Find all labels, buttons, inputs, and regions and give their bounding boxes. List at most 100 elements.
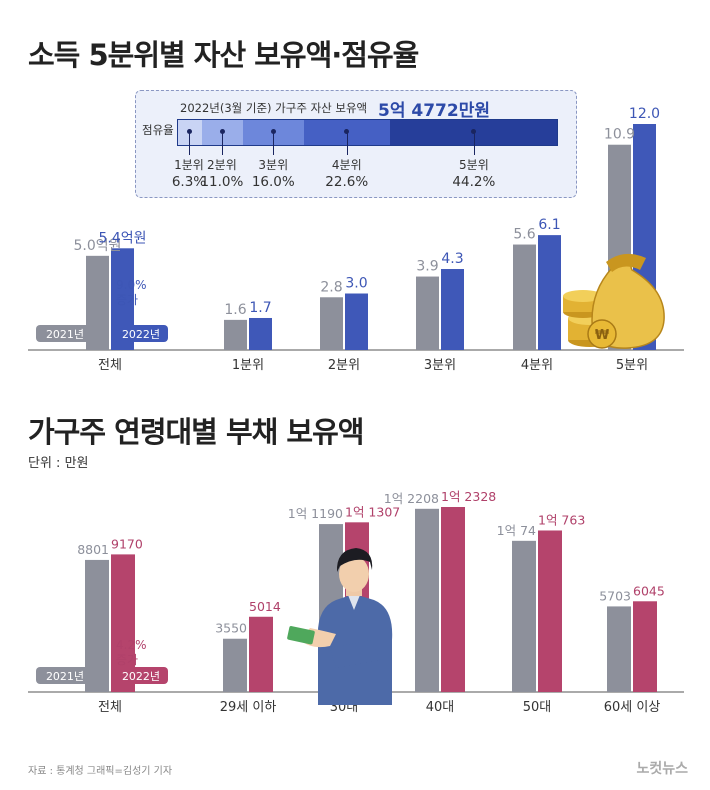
bar-2022 bbox=[441, 269, 464, 350]
value-label-2021: 5.6 bbox=[513, 227, 535, 243]
category-label: 3분위 bbox=[424, 358, 456, 373]
share-percent-label: 22.6% bbox=[325, 174, 369, 190]
category-label: 29세 이하 bbox=[220, 700, 277, 715]
source-credit: 자료 : 통계청 그래픽=김성기 기자 bbox=[28, 766, 173, 777]
share-connector bbox=[273, 133, 275, 155]
share-quintile-label: 4분위 bbox=[331, 158, 362, 172]
category-label: 50대 bbox=[523, 700, 552, 715]
value-label-2022: 1억 763 bbox=[538, 512, 585, 527]
value-label-2022: 4.3 bbox=[441, 251, 463, 267]
share-segment-5 bbox=[389, 120, 557, 145]
category-label: 2분위 bbox=[328, 358, 360, 373]
legend-2021: 2021년 bbox=[36, 667, 94, 684]
category-label: 60세 이상 bbox=[604, 700, 661, 715]
bar-2022 bbox=[441, 507, 465, 692]
value-label-2022: 5014 bbox=[249, 599, 281, 614]
value-label-2021: 1억 74 bbox=[497, 523, 536, 538]
legend-2021-label: 2021년 bbox=[46, 670, 84, 683]
category-label: 전체 bbox=[98, 700, 122, 715]
bar-2022 bbox=[111, 248, 134, 350]
value-label-2022: 1억 1307 bbox=[345, 504, 400, 519]
legend-2022-label: 2022년 bbox=[122, 328, 160, 341]
share-percent-label: 16.0% bbox=[251, 174, 295, 190]
share-quintile-label: 2분위 bbox=[207, 158, 237, 172]
legend-2022-label: 2022년 bbox=[122, 670, 160, 683]
chart-title-debt: 가구주 연령대별 부채 보유액 bbox=[28, 415, 364, 449]
bar-2022 bbox=[345, 522, 369, 692]
bar-2021 bbox=[319, 524, 343, 692]
category-label: 30대 bbox=[330, 700, 359, 715]
change-word: 증가 bbox=[116, 293, 138, 307]
bar-2021 bbox=[415, 508, 439, 692]
value-label-2021: 5.0억원 bbox=[73, 238, 121, 254]
legend-2022: 2022년 bbox=[114, 325, 168, 342]
category-label: 1분위 bbox=[232, 358, 264, 373]
share-connector bbox=[188, 133, 190, 155]
share-dot bbox=[220, 129, 226, 134]
value-label-2021: 1.6 bbox=[224, 302, 246, 318]
share-dot bbox=[470, 129, 476, 134]
value-label-2022: 1.7 bbox=[249, 300, 271, 316]
value-label-2021: 3550 bbox=[215, 621, 247, 636]
bar-2021 bbox=[512, 540, 536, 692]
unit-label: 단위 : 만원 bbox=[28, 456, 89, 471]
share-quintile-label: 3분위 bbox=[258, 158, 289, 172]
share-percent-label: 6.3% bbox=[171, 174, 207, 190]
legend-2021-label: 2021년 bbox=[46, 328, 84, 341]
value-label-2021: 5703 bbox=[599, 588, 631, 603]
share-percent-label: 11.0% bbox=[200, 174, 244, 190]
share-segment-2 bbox=[201, 120, 244, 145]
bar-2022 bbox=[538, 235, 561, 350]
bar-2022 bbox=[633, 601, 657, 692]
value-label-2022: 1억 2328 bbox=[441, 489, 496, 504]
share-quintile-label: 5분위 bbox=[459, 158, 489, 172]
value-label-2021: 10.9 bbox=[604, 127, 635, 143]
change-word: 증가 bbox=[116, 653, 138, 667]
bar-2022 bbox=[249, 317, 272, 350]
value-label-2021: 1억 2208 bbox=[384, 491, 439, 506]
share-dot bbox=[271, 129, 277, 134]
share-connector bbox=[221, 133, 223, 155]
news-logo: 노컷뉴스 bbox=[636, 761, 688, 777]
legend-2021-swatch bbox=[36, 325, 94, 342]
share-segment-1 bbox=[178, 120, 202, 145]
change-percent: 4.2% bbox=[116, 638, 147, 652]
value-label-2022: 9170 bbox=[111, 536, 143, 551]
category-label: 40대 bbox=[426, 700, 455, 715]
share-dot bbox=[344, 129, 350, 134]
legend-2021-swatch bbox=[36, 667, 94, 684]
value-label-2022: 12.0 bbox=[629, 106, 660, 122]
share-dot bbox=[187, 129, 193, 134]
value-label-2022: 6045 bbox=[633, 583, 665, 598]
bar-2021 bbox=[223, 638, 247, 692]
bar-2021 bbox=[320, 297, 343, 350]
share-connector bbox=[473, 133, 475, 155]
bar-2022 bbox=[538, 530, 562, 692]
share-legend-total: 5억 4772만원 bbox=[378, 101, 490, 121]
bar-2022 bbox=[345, 293, 368, 350]
value-label-2022: 6.1 bbox=[538, 217, 560, 233]
value-label-2022: 5.4억원 bbox=[98, 230, 146, 246]
legend-2022-swatch bbox=[114, 325, 168, 342]
chart-title-assets: 소득 5분위별 자산 보유액·점유율 bbox=[28, 38, 419, 72]
share-legend-header: 2022년(3월 기준) 가구주 자산 보유액 bbox=[180, 101, 368, 115]
category-label: 4분위 bbox=[521, 358, 553, 373]
value-label-2021: 3.9 bbox=[416, 259, 438, 275]
bar-2021 bbox=[607, 606, 631, 692]
share-percent-label: 44.2% bbox=[452, 174, 496, 190]
share-connector bbox=[346, 133, 348, 155]
bar-2021 bbox=[416, 276, 439, 350]
legend-2022-swatch bbox=[114, 667, 168, 684]
value-label-2021: 2.8 bbox=[320, 279, 342, 295]
legend-2022: 2022년 bbox=[114, 667, 168, 684]
bar-2021 bbox=[224, 319, 247, 350]
category-label: 5분위 bbox=[616, 358, 648, 373]
category-label: 전체 bbox=[98, 358, 122, 373]
bar-2021 bbox=[513, 244, 536, 350]
share-row-label: 점유율 bbox=[142, 123, 174, 137]
change-percent: 9.0% bbox=[116, 278, 147, 292]
legend-2021: 2021년 bbox=[36, 325, 94, 342]
value-label-2021: 1억 1190 bbox=[288, 506, 343, 521]
bar-2022 bbox=[249, 616, 273, 692]
share-quintile-label: 1분위 bbox=[174, 158, 204, 172]
